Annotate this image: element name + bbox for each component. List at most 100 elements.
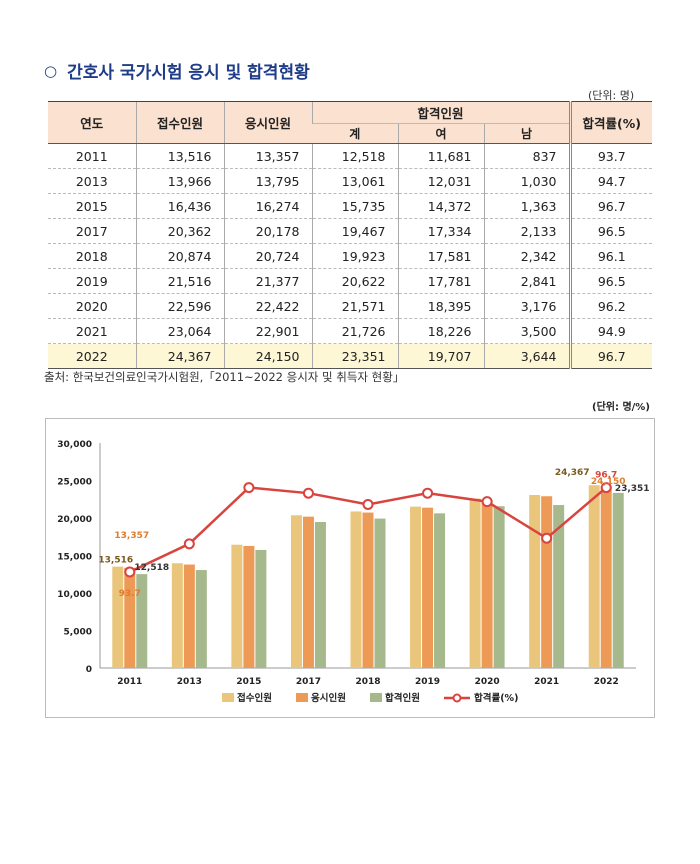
x-tick-label: 2018 (355, 677, 380, 687)
rate-point-2021 (541, 532, 553, 544)
bar-0-2017 (290, 515, 302, 668)
title-text: 간호사 국가시험 응시 및 합격현황 (67, 63, 310, 83)
col-tested: 응시인원 (223, 101, 312, 144)
bar-2-2021 (553, 505, 565, 668)
cell-female: 19,707 (397, 343, 484, 369)
table-row: 2017 20,362 20,178 19,467 17,334 2,133 96.5 (48, 218, 652, 244)
cell-male: 1,363 (483, 193, 570, 219)
cell-total: 21,571 (311, 293, 398, 319)
bar-1-2015 (243, 545, 255, 668)
legend-label-1: 응시인원 (311, 692, 346, 704)
cell-male: 837 (483, 143, 570, 169)
cell-rate: 96.5 (568, 268, 652, 294)
cell-tested: 20,178 (223, 218, 312, 244)
cell-female: 18,395 (397, 293, 484, 319)
col-male: 남 (483, 123, 570, 144)
cell-female: 18,226 (397, 318, 484, 344)
label-2022-passed: 23,351 (615, 484, 650, 494)
cell-year: 2017 (48, 218, 136, 244)
source-note: 출처: 한국보건의료인국가시험원,「2011~2022 응시자 및 취득자 현황… (44, 370, 405, 384)
cell-rate: 96.5 (568, 218, 652, 244)
cell-male: 2,342 (483, 243, 570, 269)
cell-tested: 13,795 (223, 168, 312, 194)
y-tick-label: 5,000 (64, 628, 92, 638)
bar-2-2019 (434, 513, 446, 668)
bar-2-2011 (136, 574, 148, 668)
cell-rate: 96.7 (568, 193, 652, 219)
cell-applied: 20,874 (135, 243, 224, 269)
label-2022-tested: 24,150 (591, 477, 626, 487)
label-2011-applied: 13,516 (98, 556, 133, 566)
cell-total: 15,735 (311, 193, 398, 219)
bar-0-2018 (350, 511, 362, 668)
cell-female: 17,581 (397, 243, 484, 269)
rate-point-2017 (302, 487, 314, 499)
col-year: 연도 (48, 101, 136, 144)
cell-total: 19,923 (311, 243, 398, 269)
cell-applied: 22,596 (135, 293, 224, 319)
cell-rate: 94.9 (568, 318, 652, 344)
col-passed: 합격인원 (311, 101, 570, 124)
cell-year: 2015 (48, 193, 136, 219)
legend-label-2: 합격인원 (385, 692, 420, 704)
y-tick-label: 25,000 (57, 478, 92, 488)
bar-0-2022 (588, 485, 600, 668)
cell-year: 2020 (48, 293, 136, 319)
cell-applied: 13,516 (135, 143, 224, 169)
table-row: 2011 13,516 13,357 12,518 11,681 837 93.7 (48, 143, 652, 169)
cell-rate: 96.7 (568, 343, 652, 369)
cell-total: 13,061 (311, 168, 398, 194)
label-2011-passed: 12,518 (134, 563, 169, 573)
cell-tested: 16,274 (223, 193, 312, 219)
x-tick-label: 2011 (117, 677, 142, 687)
label-2011-rate: 93.7 (119, 589, 141, 599)
chart-unit: (단위: 명/%) (592, 402, 650, 413)
x-tick-label: 2021 (534, 677, 559, 687)
rate-point-2018 (362, 498, 374, 510)
table-row: 2022 24,367 24,150 23,351 19,707 3,644 96.7 (48, 343, 652, 369)
cell-female: 11,681 (397, 143, 484, 169)
cell-total: 23,351 (311, 343, 398, 369)
x-tick-label: 2019 (415, 677, 440, 687)
x-tick-label: 2017 (296, 677, 321, 687)
y-tick-label: 20,000 (57, 515, 92, 525)
cell-tested: 20,724 (223, 243, 312, 269)
cell-female: 17,781 (397, 268, 484, 294)
x-tick-label: 2015 (236, 677, 261, 687)
legend-label-rate: 합격률(%) (474, 692, 518, 704)
y-tick-label: 0 (86, 665, 92, 675)
cell-female: 12,031 (397, 168, 484, 194)
cell-rate: 93.7 (568, 143, 652, 169)
cell-male: 2,841 (483, 268, 570, 294)
bar-1-2020 (481, 499, 493, 668)
bar-2-2013 (195, 570, 207, 668)
label-2022-applied: 24,367 (555, 468, 590, 478)
combo-chart: 0 5,000 10,000 15,000 20,000 25,000 30,000 2011… (57, 440, 650, 704)
legend-swatch-2 (370, 693, 382, 702)
bar-1-2013 (183, 564, 195, 668)
bar-0-2021 (529, 495, 541, 668)
bar-1-2021 (541, 496, 553, 668)
cell-male: 3,176 (483, 293, 570, 319)
cell-tested: 22,422 (223, 293, 312, 319)
cell-female: 14,372 (397, 193, 484, 219)
bar-0-2015 (231, 544, 243, 668)
cell-rate: 94.7 (568, 168, 652, 194)
cell-applied: 16,436 (135, 193, 224, 219)
cell-tested: 24,150 (223, 343, 312, 369)
bar-1-2011 (124, 567, 136, 668)
cell-year: 2011 (48, 143, 136, 169)
y-tick-label: 15,000 (57, 553, 92, 563)
x-tick-label: 2020 (475, 677, 500, 687)
col-applied: 접수인원 (135, 101, 224, 144)
bar-0-2013 (171, 563, 183, 668)
legend-swatch-1 (296, 693, 308, 702)
col-total: 계 (312, 123, 398, 144)
bar-2-2022 (612, 492, 624, 668)
table-row: 2021 23,064 22,901 21,726 18,226 3,500 94.9 (48, 318, 652, 344)
table-row: 2018 20,874 20,724 19,923 17,581 2,342 96.1 (48, 243, 652, 269)
cell-female: 17,334 (397, 218, 484, 244)
table-row: 2013 13,966 13,795 13,061 12,031 1,030 94.7 (48, 168, 652, 194)
bar-1-2019 (422, 507, 434, 668)
cell-applied: 20,362 (135, 218, 224, 244)
